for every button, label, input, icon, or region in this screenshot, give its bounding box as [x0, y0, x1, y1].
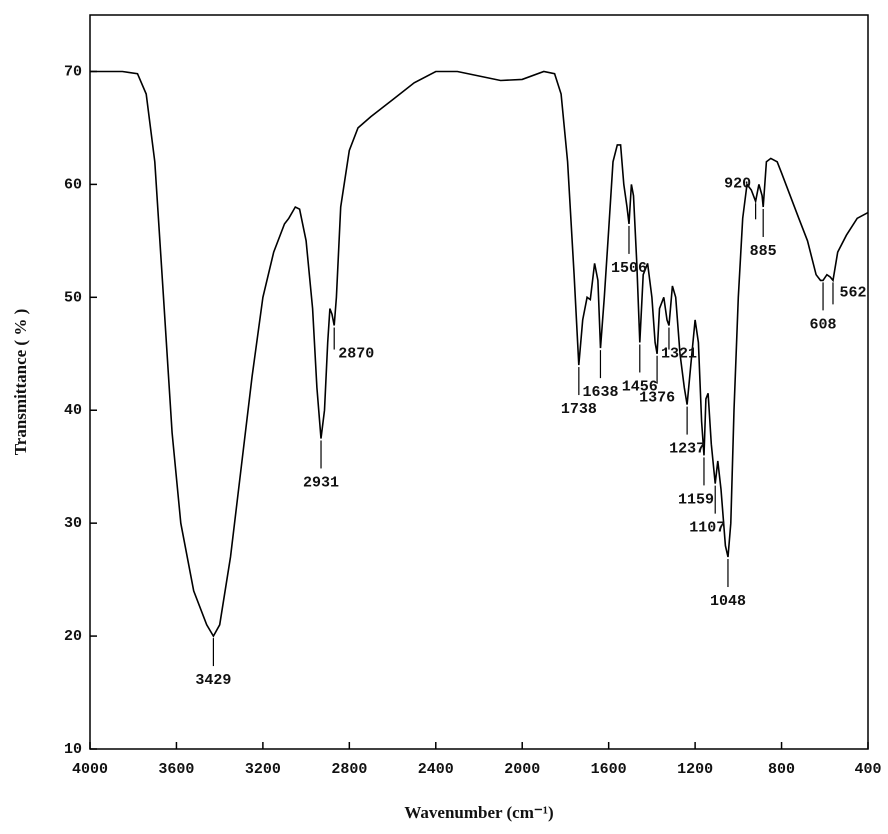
y-tick-label: 10 — [64, 741, 82, 758]
x-tick-label: 1600 — [591, 761, 627, 778]
x-axis-label: Wavenumber (cm⁻¹) — [404, 803, 553, 822]
y-tick-label: 70 — [64, 63, 82, 80]
peak-label: 2931 — [303, 474, 339, 491]
peak-label: 1506 — [611, 260, 647, 277]
y-tick-label: 20 — [64, 628, 82, 645]
peak-label: 1638 — [582, 384, 618, 401]
peak-label: 2870 — [338, 346, 374, 363]
y-axis-label: Transmittance ( % ) — [11, 309, 30, 456]
peak-label: 1107 — [689, 520, 725, 537]
peak-label: 1738 — [561, 401, 597, 418]
x-tick-label: 400 — [854, 761, 881, 778]
x-tick-label: 1200 — [677, 761, 713, 778]
peak-label: 920 — [724, 175, 751, 192]
peak-label: 1456 — [622, 378, 658, 395]
y-tick-label: 30 — [64, 515, 82, 532]
x-tick-label: 2800 — [331, 761, 367, 778]
plot-frame — [89, 14, 869, 750]
peak-label: 562 — [839, 284, 866, 301]
y-tick-label: 60 — [64, 176, 82, 193]
x-tick-label: 3600 — [158, 761, 194, 778]
x-tick-label: 800 — [768, 761, 795, 778]
peak-label: 1321 — [661, 346, 697, 363]
peak-label: 1159 — [678, 491, 714, 508]
peak-label: 885 — [750, 243, 777, 260]
peak-label: 1048 — [710, 593, 746, 610]
x-tick-label: 2400 — [418, 761, 454, 778]
peak-label: 1237 — [669, 441, 705, 458]
y-tick-label: 50 — [64, 289, 82, 306]
x-tick-label: 3200 — [245, 761, 281, 778]
peak-label: 3429 — [195, 672, 231, 689]
x-tick-label: 4000 — [72, 761, 108, 778]
x-tick-label: 2000 — [504, 761, 540, 778]
y-tick-label: 40 — [64, 402, 82, 419]
peak-label: 608 — [810, 316, 837, 333]
spectrum-line — [90, 70, 869, 638]
peak-label: 1376 — [639, 390, 675, 407]
